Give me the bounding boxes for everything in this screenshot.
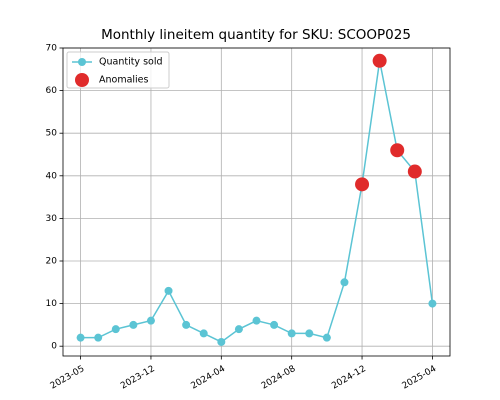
chart-title: Monthly lineitem quantity for SKU: SCOOP… <box>101 27 411 43</box>
anomaly-point <box>355 177 370 192</box>
x-tick-label: 2025-04 <box>401 364 439 392</box>
data-point <box>199 329 208 338</box>
data-point <box>270 320 279 329</box>
y-tick-label: 60 <box>46 86 58 96</box>
data-point <box>217 337 226 346</box>
x-tick-label: 2023-12 <box>119 364 157 391</box>
data-point <box>76 333 85 342</box>
x-tick-label: 2023-05 <box>49 364 87 391</box>
legend-box <box>66 51 170 89</box>
y-tick-label: 70 <box>46 44 58 54</box>
y-tick-label: 30 <box>46 214 58 224</box>
data-point <box>182 320 191 329</box>
data-point <box>164 286 173 295</box>
legend-marker <box>75 73 89 87</box>
anomaly-point <box>390 143 405 158</box>
y-tick-label: 10 <box>46 299 58 309</box>
x-tick-label: 2024-12 <box>330 364 368 391</box>
data-point <box>129 320 138 329</box>
legend-label: Anomalies <box>99 75 149 86</box>
data-point <box>305 329 314 338</box>
y-tick-label: 50 <box>46 129 58 139</box>
plot-frame <box>62 47 451 357</box>
y-tick-label: 20 <box>46 257 58 267</box>
data-line <box>80 60 434 343</box>
y-tick-label: 40 <box>46 171 58 181</box>
y-tick-label: 0 <box>51 342 57 352</box>
anomaly-point <box>372 53 387 68</box>
data-point <box>252 316 261 325</box>
anomaly-point <box>407 164 422 179</box>
data-point <box>146 316 155 325</box>
data-point <box>234 325 243 334</box>
data-point <box>287 329 296 338</box>
x-tick-label: 2024-04 <box>189 364 227 392</box>
data-point <box>340 278 349 287</box>
legend-label: Quantity sold <box>99 57 163 68</box>
data-point <box>94 333 103 342</box>
data-point <box>322 333 331 342</box>
data-point <box>111 325 120 334</box>
x-tick-label: 2024-08 <box>260 364 298 392</box>
data-point <box>428 299 437 308</box>
legend-marker <box>78 58 86 66</box>
